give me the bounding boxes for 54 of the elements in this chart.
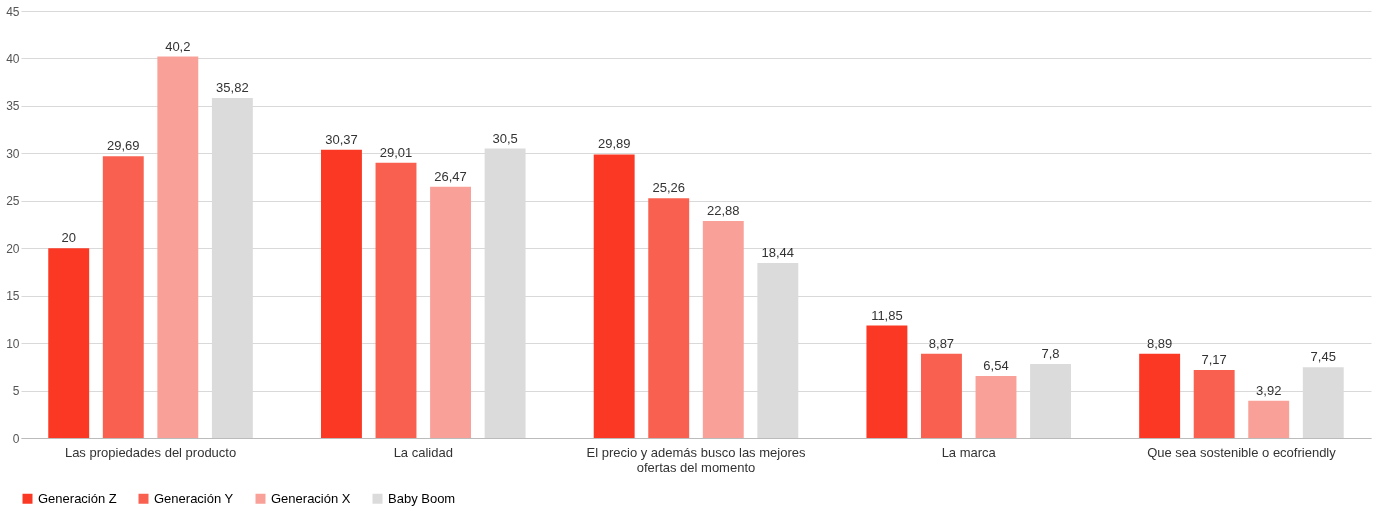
x-tick-label: El precio y además busco las mejores ofertas del momento xyxy=(586,444,806,475)
data-label: 3,92 xyxy=(1256,382,1282,398)
bar xyxy=(1193,369,1235,438)
bar xyxy=(1139,353,1181,438)
y-tick-label: 35 xyxy=(6,99,20,114)
data-label: 25,26 xyxy=(652,180,685,196)
data-label: 29,69 xyxy=(107,138,140,154)
data-label: 40,2 xyxy=(165,38,191,54)
x-tick-label: Las propiedades del producto xyxy=(64,444,237,460)
data-label: 7,45 xyxy=(1310,349,1336,365)
data-label: 11,85 xyxy=(871,307,903,323)
data-label: 30,5 xyxy=(492,130,518,146)
bar xyxy=(48,248,90,438)
data-label: 29,01 xyxy=(379,144,413,160)
data-label: 20 xyxy=(61,230,76,246)
x-tick-label: Que sea sostenible o ecofriendly xyxy=(1147,444,1337,460)
data-label: 22,88 xyxy=(707,202,740,218)
y-tick-label: 10 xyxy=(6,336,20,351)
bar xyxy=(157,56,199,438)
bar xyxy=(921,353,962,438)
data-label: 7,8 xyxy=(1041,345,1060,361)
legend-label: Generación Z xyxy=(38,490,117,506)
y-tick-label: 20 xyxy=(6,241,20,256)
data-label: 18,44 xyxy=(761,245,795,261)
data-label: 26,47 xyxy=(434,168,467,184)
data-label: 8,89 xyxy=(1146,335,1173,351)
data-label: 30,37 xyxy=(325,131,358,147)
x-tick-label: La calidad xyxy=(393,444,453,460)
legend-label: Baby Boom xyxy=(388,490,456,506)
y-tick-label: 45 xyxy=(6,4,20,19)
y-tick-label: 40 xyxy=(6,51,20,66)
bar xyxy=(102,156,144,438)
y-tick-label: 15 xyxy=(6,289,20,304)
y-tick-label: 25 xyxy=(6,194,20,209)
bar xyxy=(702,220,744,438)
bar xyxy=(648,198,690,438)
y-tick-label: 30 xyxy=(6,146,20,161)
data-label: 35,82 xyxy=(216,80,249,96)
data-label: 6,54 xyxy=(983,357,1009,373)
bar xyxy=(866,325,908,438)
bar xyxy=(430,186,471,438)
bar xyxy=(975,375,1017,438)
data-label: 8,87 xyxy=(928,335,955,351)
data-label: 29,89 xyxy=(597,136,631,152)
y-tick-label: 0 xyxy=(12,431,20,446)
y-tick-label: 5 xyxy=(12,384,20,399)
data-label: 7,17 xyxy=(1201,351,1227,367)
bar xyxy=(1248,400,1290,438)
bar xyxy=(375,162,417,438)
bar xyxy=(321,149,362,438)
legend-label: Generación X xyxy=(271,490,351,506)
x-tick-label: La marca xyxy=(941,444,997,460)
legend-label: Generación Y xyxy=(154,490,234,506)
bar xyxy=(593,154,635,438)
